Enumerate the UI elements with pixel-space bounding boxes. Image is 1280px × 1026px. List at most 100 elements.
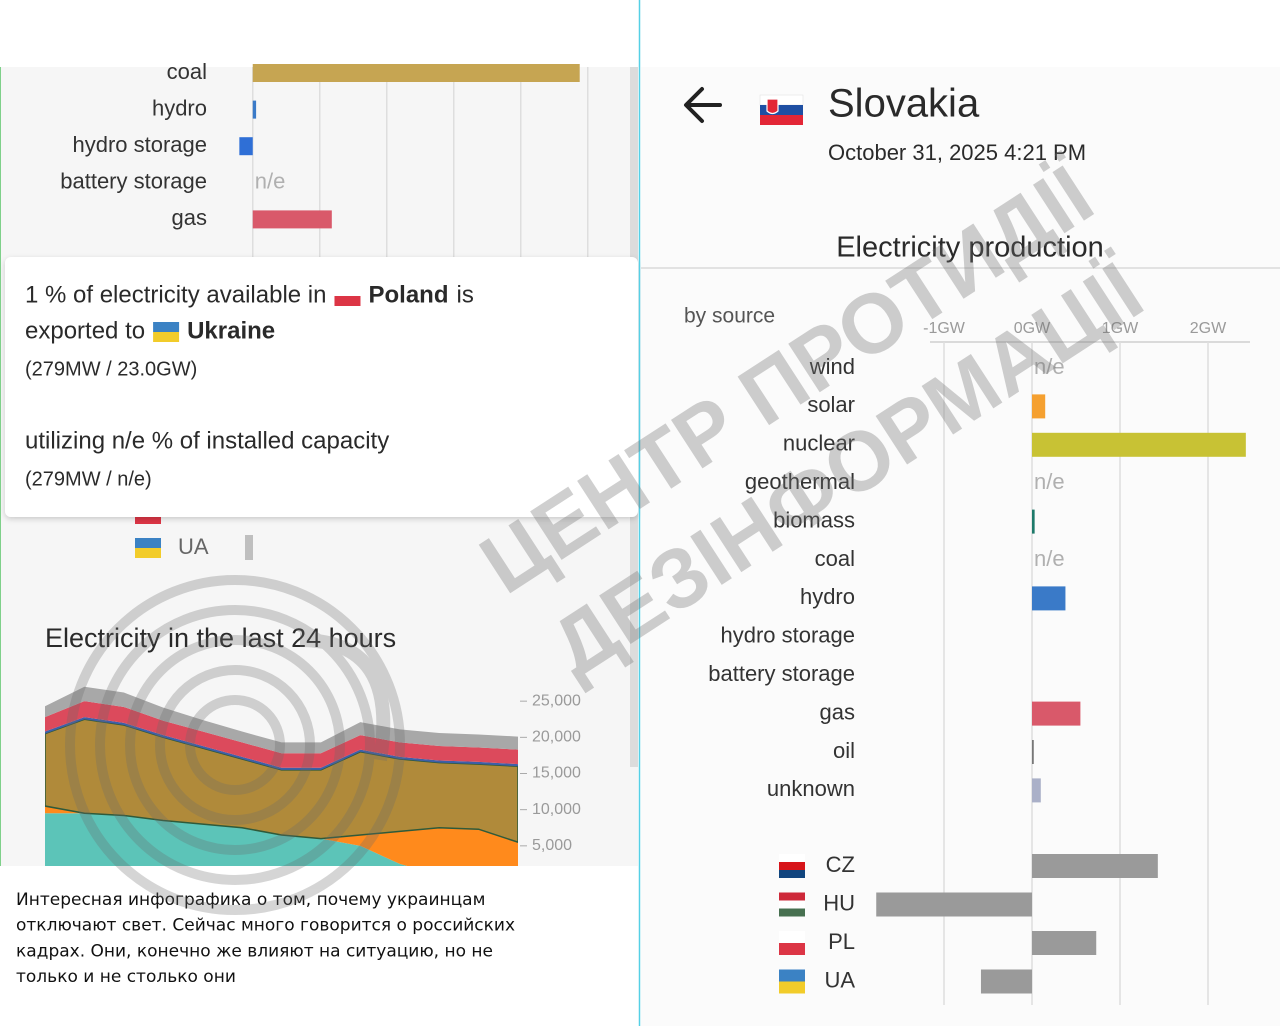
category-label: oil — [833, 738, 855, 763]
flag-sk — [759, 94, 804, 125]
x-tick-label: 1GW — [1102, 320, 1139, 337]
back-button[interactable] — [684, 87, 722, 123]
caption-line: кадрах. Они, конечно же влияют на ситуац… — [16, 941, 493, 961]
flag — [779, 981, 805, 994]
exchange-label: CZ — [826, 852, 855, 877]
bar — [1032, 740, 1034, 764]
y-tick-label: 20,000 — [532, 729, 581, 746]
bar-fragment — [245, 535, 253, 560]
bar — [1032, 394, 1046, 419]
flag — [779, 870, 805, 878]
x-tick-label: 2GW — [1190, 320, 1227, 337]
flag-ua — [135, 538, 161, 548]
y-tick-label: 15,000 — [532, 765, 581, 782]
flag — [779, 892, 805, 901]
bar — [1032, 701, 1081, 726]
tooltip-text: is — [457, 281, 474, 308]
tooltip-text: 1 % of electricity available in — [25, 281, 326, 308]
timestamp: October 31, 2025 4:21 PM — [828, 140, 1086, 165]
country-name: Ukraine — [187, 317, 275, 344]
exchange-bar — [1032, 854, 1158, 878]
flag-pl — [334, 296, 361, 306]
category-label: hydro storage — [720, 623, 855, 648]
bar — [1032, 509, 1035, 534]
area — [45, 701, 518, 768]
tooltip: (279MW / 23.0GW) utilizing n/e % of inst… — [5, 257, 638, 517]
area — [45, 686, 518, 754]
country-name: Poland — [368, 281, 448, 308]
category-label: hydro — [800, 584, 855, 609]
caption-line: отключают свет. Сейчас много говорится о… — [16, 916, 515, 936]
category-label: unknown — [767, 776, 855, 801]
section-subtitle: by source — [684, 305, 775, 328]
category-label: hydro storage — [72, 132, 207, 157]
y-tick-label: 10,000 — [532, 801, 581, 818]
caption: Интересная инфографика о том, почему укр… — [16, 890, 515, 987]
flag — [779, 900, 805, 909]
category-label: hydro — [152, 95, 207, 120]
exchange-label: UA — [824, 967, 855, 992]
production-chart: -1GW 0GW 1GW 2GW wind n/e solar nuclear geotherm… — [708, 320, 1250, 1005]
flag-ua — [135, 548, 161, 558]
flag-ua — [153, 322, 180, 332]
caption-line: Интересная инфографика о том, почему укр… — [16, 890, 485, 910]
y-tick-label: 25,000 — [532, 692, 581, 709]
flag — [779, 969, 805, 982]
category-label: solar — [807, 392, 855, 417]
category-label: gas — [820, 699, 855, 724]
chart-title: Electricity in the last 24 hours — [45, 623, 396, 653]
bar — [1032, 778, 1041, 803]
area — [45, 813, 408, 866]
right-screenshot — [641, 67, 1280, 1026]
bar — [239, 137, 253, 156]
caption-box — [0, 866, 638, 1026]
flag-ua — [153, 332, 180, 342]
area — [45, 806, 518, 866]
bar — [252, 210, 332, 229]
tooltip-text: utilizing n/e % of installed capacity — [25, 427, 389, 454]
exchange-bar — [876, 892, 1032, 917]
flag-pl — [334, 286, 361, 296]
y-tick-label: 5,000 — [532, 837, 572, 854]
x-tick-label: -1GW — [923, 320, 966, 337]
value-label: n/e — [1034, 469, 1065, 494]
watermark-logo — [65, 575, 405, 915]
exchange-bar — [980, 969, 1032, 994]
category-label: geothermal — [745, 469, 855, 494]
bar — [1032, 432, 1246, 457]
flag — [779, 908, 805, 917]
bar — [252, 64, 580, 82]
category-label: wind — [809, 354, 855, 379]
exchange-bar — [1032, 931, 1097, 955]
category-label: battery storage — [60, 169, 207, 194]
category-label: battery storage — [708, 661, 855, 686]
category-label: biomass — [773, 507, 855, 532]
category-label: gas — [172, 205, 207, 230]
exchange-label: PL — [828, 929, 855, 954]
tooltip-text: exported to — [25, 317, 145, 344]
category-label: coal — [815, 546, 855, 571]
value-label: n/e — [1034, 546, 1065, 571]
legend-label: UA — [178, 534, 209, 559]
bar — [252, 100, 257, 119]
country-name: Slovakia — [828, 82, 980, 126]
flag — [779, 943, 805, 955]
flag — [779, 931, 805, 943]
flag — [779, 862, 805, 870]
exchange-label: HU — [823, 890, 855, 915]
tooltip-detail: (279MW / n/e) — [25, 468, 152, 490]
caption-line: только и не столько они — [16, 967, 236, 987]
section-title: Electricity production — [836, 232, 1104, 264]
history-chart: 5,000 10,000 15,000 20,000 25,000 — [45, 686, 581, 866]
flag — [779, 854, 805, 862]
area-group — [45, 686, 518, 866]
bar — [1032, 586, 1066, 611]
tooltip-detail: (279MW / 23.0GW) — [25, 358, 197, 380]
category-label: nuclear — [783, 431, 855, 456]
value-label: n/e — [1034, 354, 1065, 379]
value-label: n/e — [255, 169, 286, 194]
category-label: coal — [167, 59, 207, 84]
left-production-chart: coal hydro hydro storage battery storage n/e… — [60, 59, 589, 257]
x-tick-label: 0GW — [1014, 320, 1051, 337]
